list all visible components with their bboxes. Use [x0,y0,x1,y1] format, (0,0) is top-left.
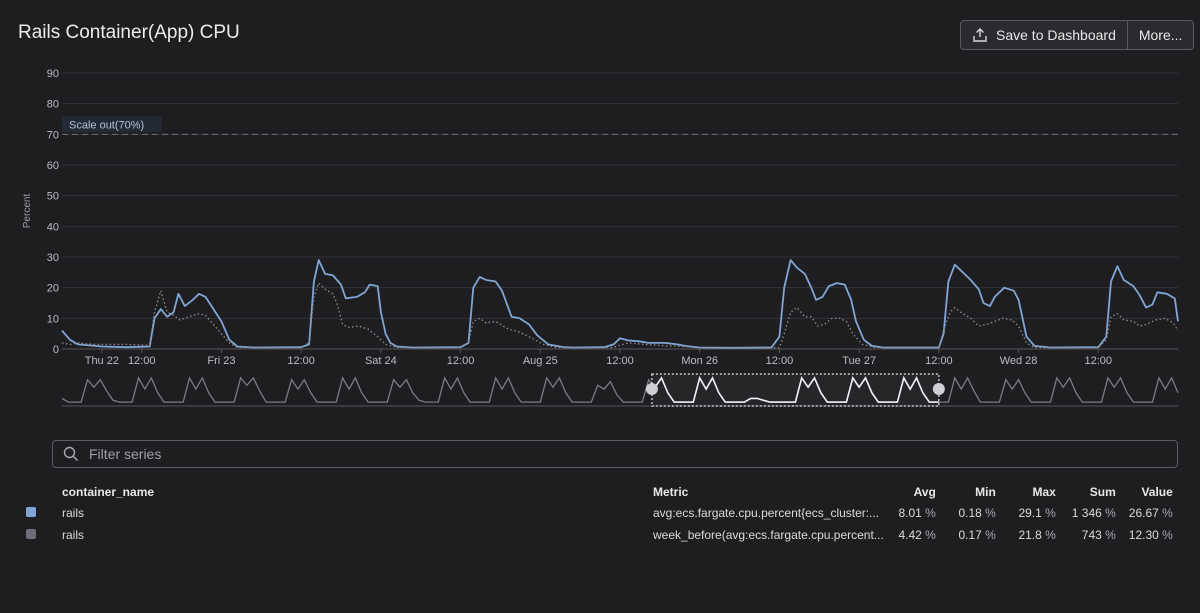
container-name-cell: rails [62,506,85,520]
more-button[interactable]: More... [1126,21,1194,49]
y-tick-label: 60 [47,160,59,172]
avg-cell: 4.42 % [898,528,936,542]
column-header-min[interactable]: Min [975,485,996,499]
column-header-max[interactable]: Max [1032,485,1056,499]
y-tick-label: 40 [47,221,59,233]
x-tick-label: Thu 22 [85,355,119,367]
y-axis-label: Percent [22,194,33,229]
upload-icon [973,28,987,42]
y-tick-label: 0 [53,344,59,356]
column-header-sum[interactable]: Sum [1089,485,1116,499]
threshold-label: Scale out(70%) [69,119,144,131]
min-cell: 0.17 % [958,528,996,542]
x-tick-label: 12:00 [287,355,315,367]
max-cell: 29.1 % [1018,506,1056,520]
header-actions: Save to Dashboard More... [960,20,1195,50]
series-color-swatch[interactable] [26,529,36,539]
max-cell: 21.8 % [1018,528,1056,542]
metric-cell: week_before(avg:ecs.fargate.cpu.percent.… [653,528,884,542]
series-line-week-before [61,282,1179,349]
threshold-label-bg [62,116,162,133]
value-cell: 12.30 % [1128,528,1173,542]
overview-line [61,376,1179,403]
x-tick-label: Tue 27 [842,355,876,367]
x-tick-label: Aug 25 [523,355,558,367]
y-tick-label: 70 [47,129,59,141]
filter-series [52,440,1178,468]
table-row[interactable]: rails avg:ecs.fargate.cpu.percent{ecs_cl… [26,502,1173,524]
x-tick-label: 12:00 [925,355,953,367]
y-tick-label: 10 [47,313,59,325]
overview-selection [651,373,940,407]
page-title: Rails Container(App) CPU [18,22,240,43]
table-header-row: container_name Metric Avg Min Max Sum Va… [26,482,1173,502]
y-tick-label: 30 [47,252,59,264]
y-tick-label: 20 [47,283,59,295]
x-tick-label: Sat 24 [365,355,397,367]
x-tick-label: 12:00 [447,355,475,367]
y-tick-label: 90 [47,68,59,80]
sum-cell: 743 % [1081,528,1116,542]
min-cell: 0.18 % [958,506,996,520]
x-tick-label: Mon 26 [681,355,718,367]
avg-cell: 8.01 % [898,506,936,520]
x-tick-label: 12:00 [766,355,794,367]
search-icon [63,446,78,461]
x-tick-label: Wed 28 [1000,355,1038,367]
table-row[interactable]: rails week_before(avg:ecs.fargate.cpu.pe… [26,524,1173,546]
overview-handle-left[interactable] [645,383,658,395]
cpu-chart: 0 10 20 30 40 50 60 70 80 90 Percent Scale out(70%)… [22,68,1179,407]
x-tick-label: 12:00 [606,355,634,367]
value-cell: 26.67 % [1128,506,1173,520]
overview-handle-right[interactable] [932,383,945,395]
more-button-label: More... [1138,27,1183,43]
column-header-value[interactable]: Value [1141,485,1173,499]
series-table: container_name Metric Avg Min Max Sum Va… [26,482,1173,546]
save-to-dashboard-button[interactable]: Save to Dashboard [961,21,1127,49]
x-tick-label: 12:00 [1085,355,1113,367]
column-header-metric[interactable]: Metric [653,485,689,499]
save-button-label: Save to Dashboard [996,27,1116,43]
sum-cell: 1 346 % [1071,506,1116,520]
column-header-container-name[interactable]: container_name [62,485,155,499]
filter-series-input[interactable] [87,445,1091,463]
x-tick-label: Fri 23 [207,355,235,367]
container-name-cell: rails [62,528,85,542]
series-color-swatch[interactable] [26,507,36,517]
x-tick-label: 12:00 [128,355,156,367]
series-line-current [61,259,1179,349]
y-tick-label: 50 [47,191,59,203]
column-header-avg[interactable]: Avg [913,485,936,499]
y-tick-label: 80 [47,99,59,111]
metric-cell: avg:ecs.fargate.cpu.percent{ecs_cluster:… [653,506,880,520]
